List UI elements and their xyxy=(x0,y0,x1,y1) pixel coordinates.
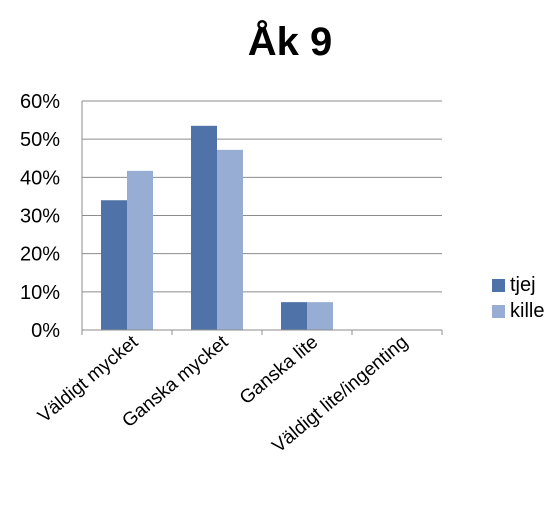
legend-label-tjej: tjej xyxy=(510,274,536,296)
legend-swatch-kille xyxy=(492,305,505,318)
chart-title: Åk 9 xyxy=(248,19,333,64)
x-tick-label: Ganska lite xyxy=(236,332,322,409)
bar-kille xyxy=(127,170,153,330)
y-tick-label: 30% xyxy=(20,206,60,228)
legend-swatch-tjej xyxy=(492,279,505,292)
bar-tjej xyxy=(281,302,307,330)
bar-tjej xyxy=(191,125,217,330)
bars xyxy=(101,125,333,330)
bar-kille xyxy=(217,149,243,330)
y-tick-label: 10% xyxy=(20,282,60,304)
y-axis-ticks: 0% 10% 20% 30% 40% 50% 60% xyxy=(20,91,60,342)
legend: tjej kille xyxy=(492,274,544,322)
y-tick-label: 50% xyxy=(20,129,60,151)
y-tick-label: 40% xyxy=(20,167,60,189)
bar-tjej xyxy=(101,200,127,330)
y-tick-label: 60% xyxy=(20,91,60,113)
y-tick-label: 20% xyxy=(20,244,60,266)
axes xyxy=(81,101,443,335)
bar-kille xyxy=(307,302,333,330)
y-tick-label: 0% xyxy=(31,320,60,342)
legend-label-kille: kille xyxy=(510,300,544,322)
